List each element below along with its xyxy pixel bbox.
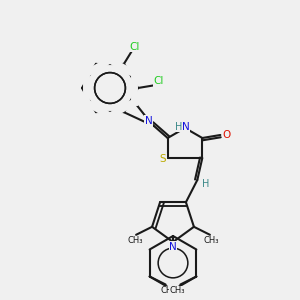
Text: N: N: [169, 242, 177, 252]
Text: CH₃: CH₃: [161, 286, 176, 295]
Text: Cl: Cl: [154, 76, 164, 86]
Text: N: N: [145, 116, 153, 126]
Text: H: H: [175, 122, 183, 132]
Text: O: O: [222, 130, 230, 140]
Text: S: S: [159, 154, 166, 164]
Text: N: N: [182, 122, 190, 132]
Text: Cl: Cl: [130, 42, 140, 52]
Text: CH₃: CH₃: [127, 236, 143, 245]
Text: CH₃: CH₃: [203, 236, 219, 245]
Text: CH₃: CH₃: [169, 286, 185, 295]
Text: H: H: [202, 179, 209, 189]
